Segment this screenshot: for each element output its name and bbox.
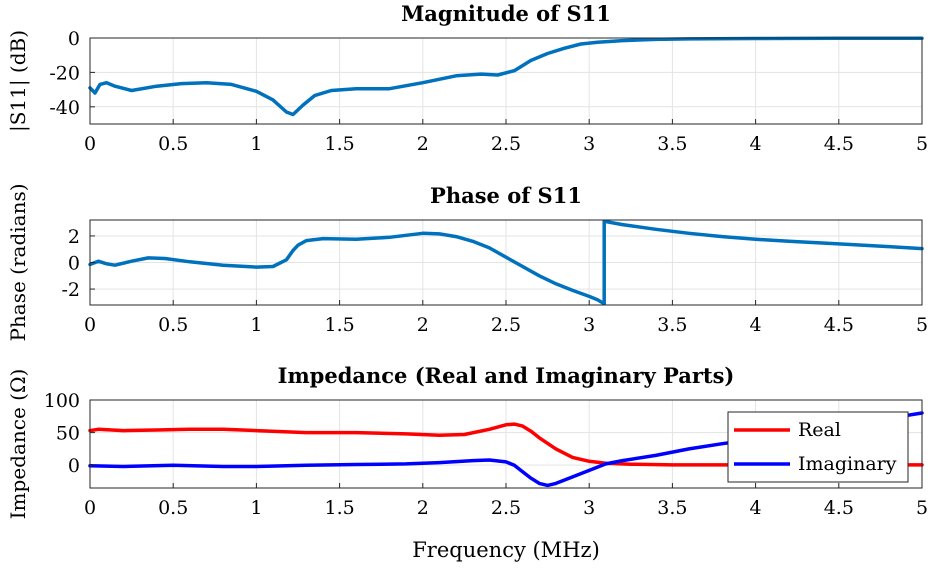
impedance-x-tick-label: 2.5 (491, 497, 521, 519)
magnitude-x-tick-label: 1.5 (324, 133, 354, 155)
phase-x-tick-label: 2 (417, 314, 429, 336)
legend-box (727, 411, 909, 483)
magnitude-x-tick-label: 1 (250, 133, 262, 155)
impedance-x-tick-label: 1.5 (324, 497, 354, 519)
magnitude-x-tick-label: 5 (916, 133, 928, 155)
impedance-series-line-real (88, 422, 924, 467)
impedance-legend: Real Imaginary (727, 411, 909, 483)
magnitude-y-tick-label: 0 (68, 28, 80, 50)
impedance-x-tick-label: 0.5 (158, 497, 188, 519)
impedance-x-tick-label: 3 (583, 497, 595, 519)
legend-label-imaginary: Imaginary (798, 453, 897, 475)
phase-x-tick-label: 3.5 (657, 314, 687, 336)
magnitude-x-tick-label: 0.5 (158, 133, 188, 155)
phase-y-axis-label: Phase (radians) (6, 183, 30, 341)
magnitude-x-tick-label: 0 (84, 133, 96, 155)
magnitude-x-tick-label: 4.5 (824, 133, 854, 155)
impedance-y-axis-label: Impedance (Ω) (6, 369, 30, 520)
impedance-y-tick-label: 0 (68, 455, 80, 477)
legend-label-real: Real (798, 419, 841, 441)
phase-series-line (88, 219, 924, 306)
phase-x-tick-label: 2.5 (491, 314, 521, 336)
magnitude-y-axis-label: |S11| (dB) (6, 30, 31, 132)
magnitude-y-tick-label: -20 (49, 62, 80, 84)
magnitude-x-tick-label: 2.5 (491, 133, 521, 155)
impedance-x-tick-label: 2 (417, 497, 429, 519)
phase-y-tick-label: 2 (68, 226, 80, 248)
impedance-x-tick-label: 4 (750, 497, 762, 519)
phase-x-tick-label: 4.5 (824, 314, 854, 336)
impedance-x-tick-label: 4.5 (824, 497, 854, 519)
impedance-x-tick-label: 1 (250, 497, 262, 519)
phase-x-tick-label: 0.5 (158, 314, 188, 336)
impedance-y-tick-label: 100 (44, 390, 80, 412)
phase-x-tick-label: 1 (250, 314, 262, 336)
impedance-x-tick-label: 5 (916, 497, 928, 519)
phase-x-tick-label: 3 (583, 314, 595, 336)
phase-y-tick-label: 0 (68, 253, 80, 275)
impedance-x-tick-label: 0 (84, 497, 96, 519)
phase-x-tick-label: 4 (750, 314, 762, 336)
impedance-panel: 0 0.5 1 1.5 2 2.5 3 3.5 4 4.5 5 100 50 0 Impedance (R… (6, 363, 928, 562)
magnitude-series-line (88, 36, 924, 117)
phase-x-tick-label: 0 (84, 314, 96, 336)
frequency-x-axis-label: Frequency (MHz) (412, 538, 600, 562)
magnitude-x-tick-label: 4 (750, 133, 762, 155)
magnitude-x-tick-label: 2 (417, 133, 429, 155)
phase-y-tick-label: -2 (61, 279, 80, 301)
impedance-title: Impedance (Real and Imaginary Parts) (278, 363, 735, 388)
phase-x-tick-label: 1.5 (324, 314, 354, 336)
impedance-y-tick-label: 50 (56, 423, 80, 445)
phase-panel: 0 0.5 1 1.5 2 2.5 3 3.5 4 4.5 520-2 Phase of S11 P… (6, 183, 928, 342)
magnitude-title: Magnitude of S11 (401, 1, 611, 26)
impedance-x-tick-label: 3.5 (657, 497, 687, 519)
magnitude-x-tick-label: 3 (583, 133, 595, 155)
magnitude-x-tick-label: 3.5 (657, 133, 687, 155)
magnitude-panel: 0 0.5 1 1.5 2 2.5 3 3.5 4 4.5 5 0 -20 -40 Magnitude o… (6, 1, 928, 155)
magnitude-y-tick-label: -40 (49, 97, 80, 119)
phase-title: Phase of S11 (430, 183, 582, 208)
phase-x-tick-label: 5 (916, 314, 928, 336)
